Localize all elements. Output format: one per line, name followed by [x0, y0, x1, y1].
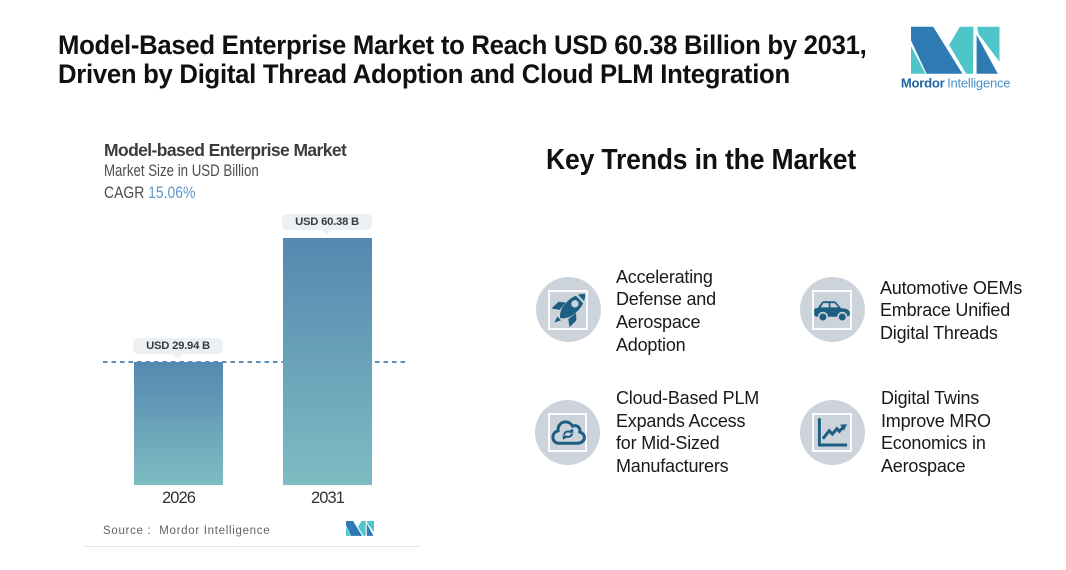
svg-text:MordorIntelligence: Mordor Intelligence [901, 76, 1010, 91]
